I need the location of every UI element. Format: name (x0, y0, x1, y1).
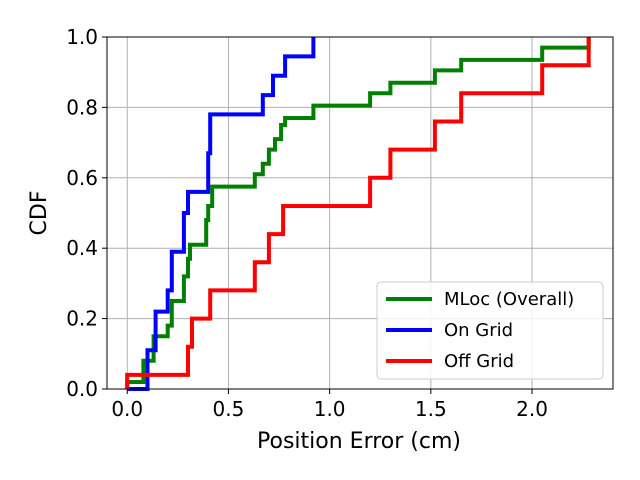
legend-label-mloc-overall: MLoc (Overall) (444, 289, 574, 310)
x-tick-label: 0.0 (111, 397, 143, 421)
plot-frame (106, 36, 614, 390)
x-axis: 0.0 0.5 1.0 1.5 2.0 (111, 389, 548, 421)
legend-label-off-grid: Off Grid (444, 351, 514, 372)
y-tick-label: 0.2 (66, 307, 98, 331)
plot-series (125, 37, 591, 391)
y-tick-label: 1.0 (66, 25, 98, 49)
y-tick-label: 0.6 (66, 166, 98, 190)
y-tick-label: 0.8 (66, 95, 98, 119)
legend-box (376, 281, 604, 380)
y-axis-label: CDF (27, 191, 52, 236)
series-line-mloc-overall (125, 37, 591, 389)
legend-label-on-grid: On Grid (444, 320, 513, 341)
x-tick-label: 1.0 (314, 397, 346, 421)
x-tick-label: 1.5 (415, 397, 447, 421)
x-axis-label: Position Error (cm) (257, 429, 461, 454)
legend: MLoc (Overall) On Grid Off Grid (376, 281, 604, 380)
series-line-on-grid (127, 37, 316, 391)
x-tick-label: 0.5 (213, 397, 245, 421)
y-tick-label: 0.0 (66, 377, 98, 401)
x-tick-label: 2.0 (516, 397, 548, 421)
y-axis: 0.0 0.2 0.4 0.6 0.8 1.0 (66, 25, 107, 401)
y-tick-label: 0.4 (66, 236, 98, 260)
series-line-off-grid (125, 37, 591, 389)
